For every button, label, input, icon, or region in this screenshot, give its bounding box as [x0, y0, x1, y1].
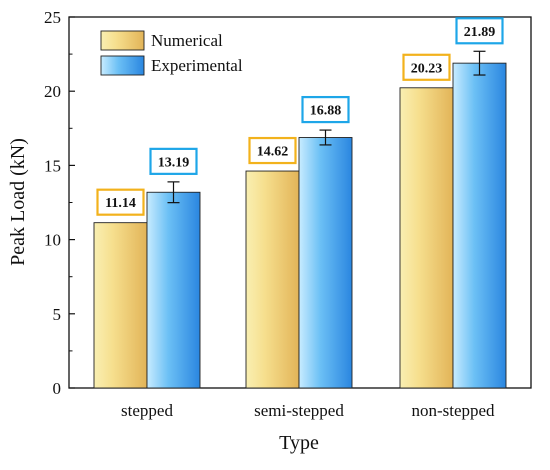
- y-tick-label: 25: [44, 8, 61, 27]
- data-label-box-experimental-stepped: [149, 147, 198, 175]
- bar-experimental-non-stepped: [452, 62, 507, 389]
- data-label-numerical-stepped: 11.14: [105, 196, 136, 211]
- y-tick-label: 0: [53, 379, 62, 398]
- y-tick-label: 10: [44, 231, 61, 250]
- y-axis-title: Peak Load (kN): [7, 138, 29, 266]
- data-label-box-numerical-stepped: [96, 188, 145, 216]
- bar-numerical-stepped: [93, 222, 148, 389]
- y-tick-label: 15: [44, 156, 61, 175]
- bar-numerical-non-stepped: [399, 87, 454, 389]
- data-label-experimental-stepped: 13.19: [158, 155, 190, 170]
- legend-label-experimental: Experimental: [151, 56, 243, 75]
- x-tick-label-semi-stepped: semi-stepped: [254, 401, 344, 420]
- data-label-experimental-non-stepped: 21.89: [464, 25, 496, 40]
- bar-experimental-semi-stepped: [298, 137, 353, 389]
- legend-label-numerical: Numerical: [151, 31, 223, 50]
- data-label-box-numerical-semi-stepped: [248, 136, 297, 165]
- data-label-experimental-semi-stepped: 16.88: [310, 104, 342, 119]
- data-label-box-experimental-semi-stepped: [301, 95, 350, 124]
- bar-experimental-stepped: [146, 191, 201, 389]
- bar-numerical-semi-stepped: [245, 170, 300, 389]
- y-tick-label: 20: [44, 82, 61, 101]
- x-tick-label-stepped: stepped: [121, 401, 173, 420]
- legend: Numerical Experimental: [100, 30, 243, 76]
- data-label-numerical-semi-stepped: 14.62: [257, 145, 289, 160]
- legend-swatch-numerical: [100, 30, 145, 51]
- x-axis-title: Type: [279, 432, 319, 454]
- data-label-numerical-non-stepped: 20.23: [411, 61, 443, 76]
- data-label-box-numerical-non-stepped: [402, 53, 451, 81]
- data-label-box-experimental-non-stepped: [455, 17, 504, 45]
- y-tick-label: 5: [53, 305, 62, 324]
- x-tick-label-non-stepped: non-stepped: [411, 401, 495, 420]
- legend-swatch-experimental: [100, 55, 145, 76]
